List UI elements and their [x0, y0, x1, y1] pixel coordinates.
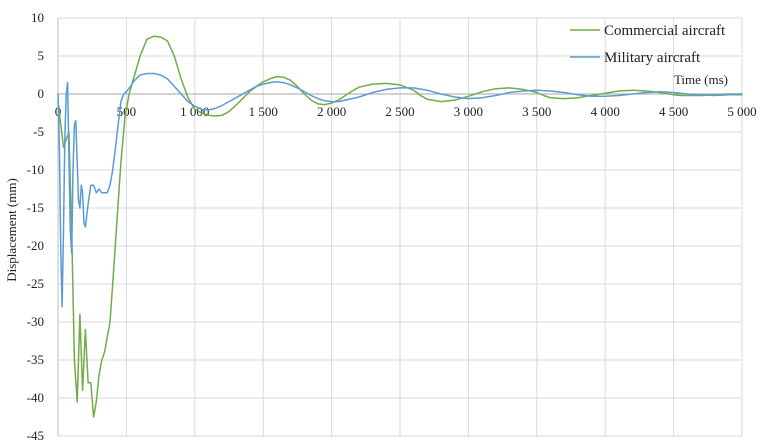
y-tick-label: -45	[27, 428, 44, 442]
y-tick-labels: 10 5 0 -5 -10 -15 -20 -25 -30 -35 -40 -45	[27, 10, 44, 442]
x-tick-label: 1 500	[249, 104, 278, 119]
x-tick-label: 1 000	[180, 104, 209, 119]
y-tick-label: -40	[27, 390, 44, 405]
legend-label-military: Military aircraft	[604, 50, 701, 66]
legend-label-commercial: Commercial aircraft	[604, 23, 726, 39]
x-tick-label: 4 000	[591, 104, 620, 119]
y-tick-label: -10	[27, 162, 44, 177]
series-line-military	[57, 72, 743, 308]
y-tick-label: -30	[27, 314, 44, 329]
y-tick-label: -20	[27, 238, 44, 253]
x-tick-label: 4 500	[659, 104, 688, 119]
x-tick-label: 2 500	[385, 104, 414, 119]
x-tick-label: 5 000	[727, 104, 756, 119]
x-axis-label: Time (ms)	[674, 72, 728, 87]
series-line-commercial	[57, 35, 743, 418]
x-tick-label: 3 000	[454, 104, 483, 119]
y-tick-label: 10	[31, 10, 44, 25]
y-tick-label: -35	[27, 352, 44, 367]
y-tick-label: -5	[33, 124, 44, 139]
x-tick-labels: 0 500 1 000 1 500 2 000 2 500 3 000 3 500 4 000 4…	[55, 104, 757, 119]
x-tick-label: 3 500	[522, 104, 551, 119]
y-tick-label: 5	[38, 48, 45, 63]
y-tick-label: -25	[27, 276, 44, 291]
x-tick-label: 2 000	[317, 104, 346, 119]
series-lines	[57, 35, 743, 418]
y-tick-label: -15	[27, 200, 44, 215]
y-tick-label: 0	[38, 86, 45, 101]
legend: Commercial aircraft Military aircraft	[570, 23, 726, 66]
y-axis-label: Displacement (mm)	[4, 178, 19, 282]
grid-lines	[58, 17, 743, 437]
